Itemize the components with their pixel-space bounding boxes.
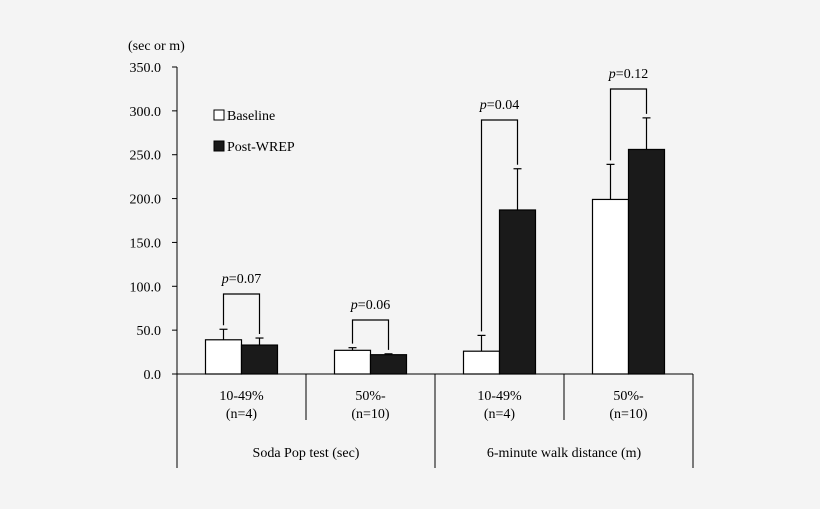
p-value-symbol: p	[608, 67, 616, 82]
legend-label-post-wrep: Post-WREP	[227, 140, 295, 155]
p-value-label: p=0.04	[479, 98, 519, 113]
bar	[462, 350, 501, 375]
p-value-symbol: p	[350, 298, 358, 313]
x-tick-label: 50%-	[613, 389, 644, 404]
bar	[627, 148, 666, 375]
y-tick-label: 0.0	[144, 368, 162, 383]
y-axis-label: (sec or m)	[128, 39, 185, 54]
x-tick-label: (n=10)	[609, 407, 648, 422]
group-label: 6-minute walk distance (m)	[487, 446, 642, 461]
significance-bracket	[609, 88, 648, 161]
bar	[369, 354, 408, 375]
bar	[333, 349, 372, 375]
y-tick-label: 100.0	[130, 280, 162, 295]
y-tick-label: 150.0	[130, 236, 162, 251]
significance-bracket	[351, 319, 390, 350]
p-value-label: p=0.07	[221, 272, 261, 287]
p-value-label: p=0.06	[350, 298, 390, 313]
x-tick-label: (n=4)	[484, 407, 516, 422]
group-label: Soda Pop test (sec)	[253, 446, 360, 461]
p-value-symbol: p	[479, 98, 487, 113]
bar	[591, 198, 630, 375]
y-tick-label: 300.0	[130, 105, 162, 120]
y-tick-label: 250.0	[130, 149, 162, 164]
p-value-number: =0.04	[487, 98, 519, 113]
x-tick-label: (n=4)	[226, 407, 258, 422]
bar	[204, 339, 243, 375]
x-tick-label: 10-49%	[477, 389, 522, 404]
p-value-label: p=0.12	[608, 67, 648, 82]
x-tick-label: 10-49%	[219, 389, 264, 404]
legend-swatch-post-wrep	[213, 140, 225, 152]
x-tick-label: (n=10)	[351, 407, 390, 422]
p-value-number: =0.06	[358, 298, 390, 313]
significance-bracket	[222, 293, 261, 335]
bar	[498, 209, 537, 375]
axes: 0.0 50.0 100.0 150.0 200.0 250.0 300.0 350.0 10-…	[130, 61, 694, 468]
x-tick-label: 50%-	[355, 389, 386, 404]
y-tick-label: 200.0	[130, 193, 162, 208]
p-value-number: =0.07	[229, 272, 261, 287]
legend-label-baseline: Baseline	[227, 109, 275, 124]
p-value-number: =0.12	[616, 67, 648, 82]
y-tick-label: 350.0	[130, 61, 162, 76]
legend: Baseline Post-WREP	[213, 109, 295, 155]
bars: p=0.07p=0.06p=0.04p=0.12	[204, 67, 666, 375]
p-value-symbol: p	[221, 272, 229, 287]
bar	[240, 344, 279, 375]
legend-swatch-baseline	[213, 109, 225, 121]
significance-bracket	[480, 119, 519, 332]
y-tick-label: 50.0	[137, 324, 162, 339]
